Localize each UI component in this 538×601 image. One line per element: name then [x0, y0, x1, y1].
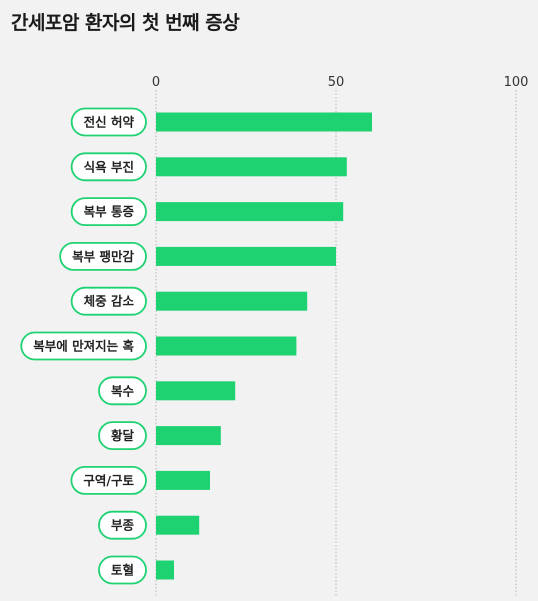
tick-labels: 0 50 100: [152, 75, 529, 90]
category-label: 전신 허약: [70, 107, 147, 137]
category-label-pill: [98, 510, 147, 540]
category-label-text: 황달: [111, 428, 135, 443]
category-label-text: 토혈: [111, 563, 134, 578]
bar: [156, 112, 372, 132]
category-label-text: 체중 감소: [84, 294, 135, 309]
category-label: 부종: [98, 510, 147, 540]
x-tick-label: 100: [504, 75, 529, 90]
category-label-pill: [98, 555, 147, 585]
category-label-pill: [59, 241, 147, 271]
x-tick-label: 50: [328, 75, 345, 90]
category-label: 복부 팽만감: [59, 241, 147, 271]
category-label: 토혈: [98, 555, 147, 585]
bar: [156, 381, 236, 401]
category-label: 복부에 만져지는 혹: [20, 331, 147, 361]
category-label-pill: [20, 331, 147, 361]
category-label: 황달: [98, 421, 147, 451]
category-label-text: 복부 통증: [84, 204, 135, 219]
category-label: 식욕 부진: [70, 152, 147, 182]
bar: [156, 470, 210, 490]
bar: [156, 291, 308, 311]
bar: [156, 246, 336, 266]
category-label: 복수: [98, 376, 147, 406]
category-label-pill: [70, 197, 147, 227]
category-label-text: 부종: [111, 518, 135, 533]
x-tick-label: 0: [152, 75, 160, 90]
category-label-text: 전신 허약: [84, 115, 135, 130]
bar: [156, 426, 221, 446]
bar: [156, 202, 344, 222]
bar: [156, 515, 200, 535]
chart-title: 간세포암 환자의 첫 번째 증상: [11, 12, 240, 34]
category-label-pill: [70, 465, 147, 495]
category-label-text: 복부 팽만감: [72, 249, 134, 264]
category-label-pill: [98, 376, 147, 406]
category-label-text: 구역/구토: [83, 473, 134, 488]
category-label-text: 복수: [111, 383, 135, 398]
category-label-text: 복부에 만져지는 혹: [33, 339, 134, 354]
category-label: 체중 감소: [70, 286, 147, 316]
bar: [156, 560, 174, 580]
bar: [156, 336, 297, 356]
category-label: 복부 통증: [70, 197, 147, 227]
bars: [156, 112, 372, 580]
category-label-pill: [98, 421, 147, 451]
bar: [156, 157, 347, 177]
category-label-pill: [70, 107, 147, 137]
category-label-pill: [70, 286, 147, 316]
category-label: 구역/구토: [70, 465, 147, 495]
category-label-text: 식욕 부진: [84, 159, 134, 174]
category-label-pill: [70, 152, 147, 182]
